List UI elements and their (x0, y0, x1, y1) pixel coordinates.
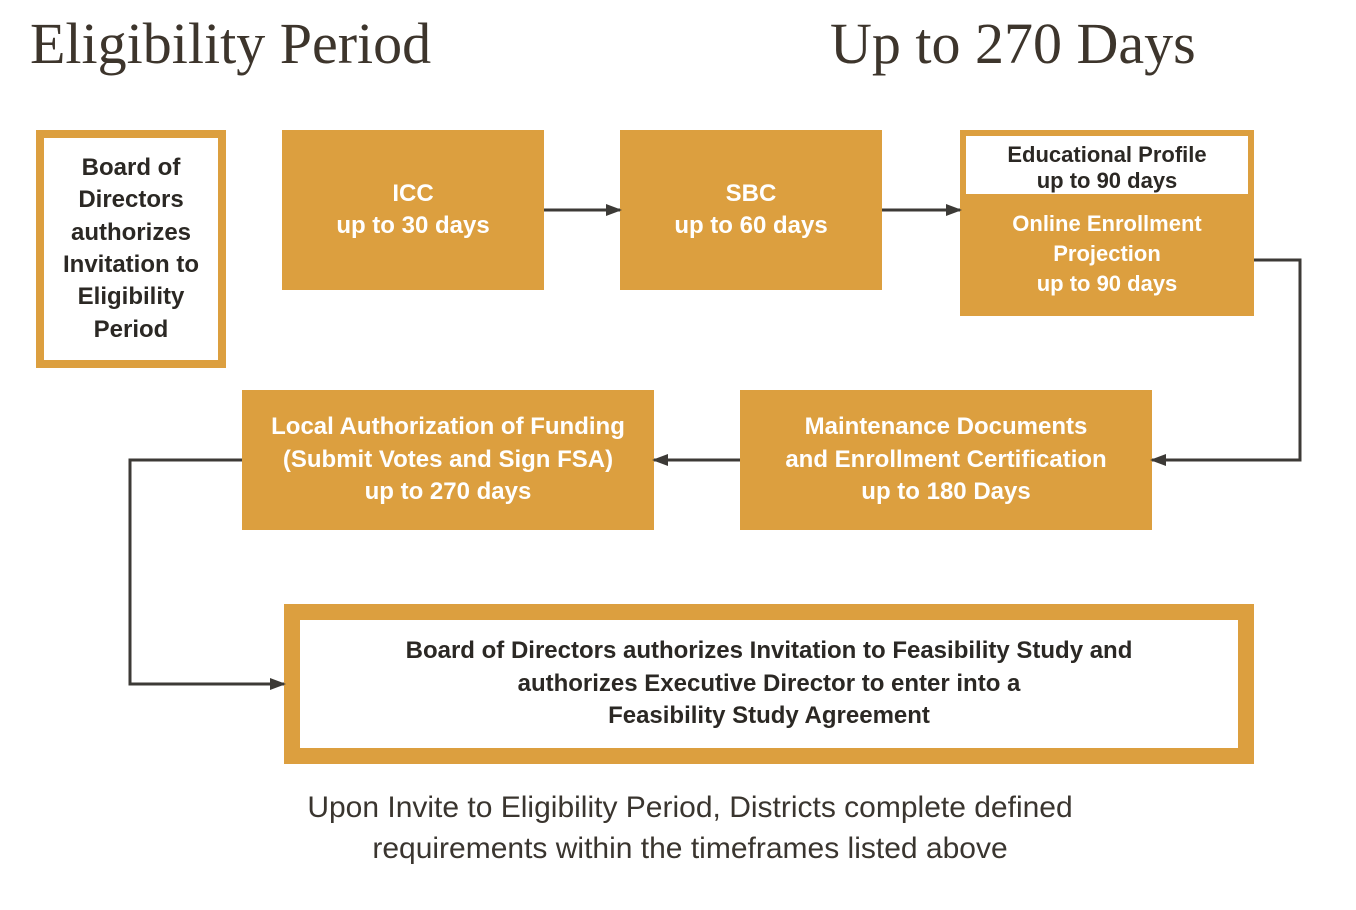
node-eduprof-top-line2: up to 90 days (974, 168, 1240, 194)
node-eduprof-top: Educational Profile up to 90 days (964, 134, 1250, 196)
node-final-line3: Feasibility Study Agreement (608, 700, 930, 732)
node-local-line2: (Submit Votes and Sign FSA) (283, 444, 613, 476)
node-eduprof-bottom: Online Enrollment Projection up to 90 da… (964, 196, 1250, 312)
node-eduprof-bottom-line3: up to 90 days (1012, 269, 1201, 299)
node-start: Board of Directors authorizes Invitation… (36, 130, 226, 368)
node-sbc: SBC up to 60 days (620, 130, 882, 290)
diagram-canvas: Eligibility Period Up to 270 Days Board … (0, 0, 1356, 910)
node-maint: Maintenance Documents and Enrollment Cer… (740, 390, 1152, 530)
node-icc-line2: up to 30 days (336, 210, 489, 242)
node-maint-line1: Maintenance Documents (805, 411, 1088, 443)
node-final: Board of Directors authorizes Invitation… (284, 604, 1254, 764)
node-eduprof-top-line1: Educational Profile (974, 142, 1240, 168)
node-eduprof: Educational Profile up to 90 days Online… (960, 130, 1254, 316)
node-sbc-line2: up to 60 days (674, 210, 827, 242)
node-final-line2: authorizes Executive Director to enter i… (518, 668, 1021, 700)
footer-caption-line1: Upon Invite to Eligibility Period, Distr… (307, 791, 1072, 824)
node-icc-line1: ICC (392, 178, 433, 210)
node-maint-line3: up to 180 Days (861, 476, 1030, 508)
page-title-left: Eligibility Period (30, 10, 431, 77)
node-eduprof-bottom-line2: Projection (1012, 239, 1201, 269)
node-sbc-line1: SBC (726, 178, 777, 210)
node-local: Local Authorization of Funding (Submit V… (242, 390, 654, 530)
footer-caption-line2: requirements within the timeframes liste… (372, 832, 1007, 865)
footer-caption: Upon Invite to Eligibility Period, Distr… (270, 788, 1110, 869)
page-title-right: Up to 270 Days (830, 10, 1196, 77)
node-local-line1: Local Authorization of Funding (271, 411, 625, 443)
node-local-line3: up to 270 days (365, 476, 532, 508)
node-maint-line2: and Enrollment Certification (785, 444, 1106, 476)
node-eduprof-bottom-line1: Online Enrollment (1012, 209, 1201, 239)
node-final-line1: Board of Directors authorizes Invitation… (406, 635, 1133, 667)
node-icc: ICC up to 30 days (282, 130, 544, 290)
